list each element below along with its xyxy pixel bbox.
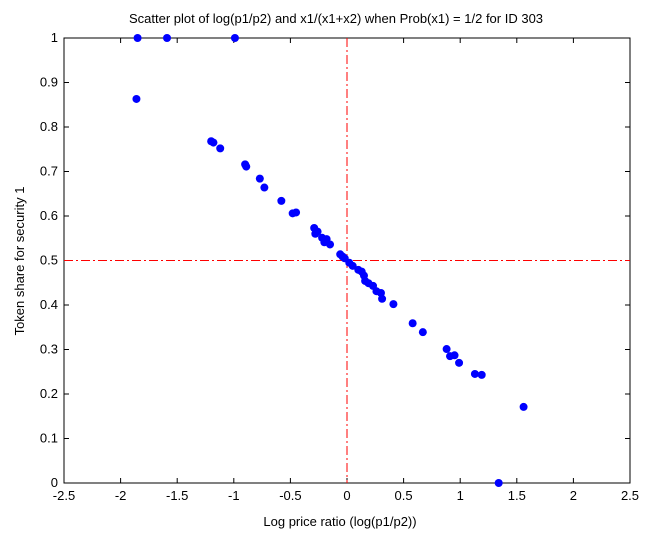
- x-tick-label: -0.5: [279, 488, 301, 503]
- y-axis-label: Token share for security 1: [12, 187, 27, 336]
- y-tick-label: 0: [51, 475, 58, 490]
- x-axis-label: Log price ratio (log(p1/p2)): [263, 514, 416, 529]
- data-point: [455, 358, 464, 367]
- data-point: [209, 138, 218, 147]
- data-point: [133, 34, 142, 42]
- data-point: [348, 261, 357, 270]
- data-point: [292, 208, 301, 217]
- x-tick-label: 1.5: [508, 488, 526, 503]
- data-point: [450, 351, 459, 360]
- y-tick-label: 0.3: [40, 342, 58, 357]
- data-point: [230, 34, 239, 42]
- y-tick-label: 0.7: [40, 164, 58, 179]
- data-point: [255, 174, 264, 183]
- y-tick-label: 0.8: [40, 119, 58, 134]
- data-point: [132, 94, 141, 103]
- x-tick-label: 0: [343, 488, 350, 503]
- chart-title: Scatter plot of log(p1/p2) and x1/(x1+x2…: [129, 11, 543, 26]
- data-point: [470, 369, 479, 378]
- data-point: [326, 240, 335, 249]
- data-point: [242, 162, 251, 171]
- data-point: [418, 328, 427, 337]
- x-tick-label: 2: [570, 488, 577, 503]
- y-tick-label: 0.2: [40, 386, 58, 401]
- data-point: [277, 196, 286, 205]
- y-tick-label: 0.6: [40, 208, 58, 223]
- x-tick-label: -1: [228, 488, 240, 503]
- data-point: [163, 34, 172, 42]
- y-tick-label: 1: [51, 30, 58, 45]
- data-point: [216, 144, 225, 153]
- data-point: [477, 370, 486, 379]
- data-point: [494, 479, 503, 487]
- data-point: [313, 227, 322, 236]
- data-point: [378, 294, 387, 303]
- data-point: [389, 300, 398, 309]
- y-tick-label: 0.4: [40, 297, 58, 312]
- y-tick-label: 0.9: [40, 75, 58, 90]
- data-point: [519, 402, 528, 411]
- data-point: [260, 183, 269, 192]
- x-tick-label: -2: [115, 488, 127, 503]
- y-tick-label: 0.5: [40, 253, 58, 268]
- data-point: [442, 345, 451, 354]
- x-tick-label: -2.5: [53, 488, 75, 503]
- x-tick-label: 2.5: [621, 488, 639, 503]
- data-point: [408, 319, 417, 328]
- x-tick-label: 0.5: [395, 488, 413, 503]
- x-tick-label: 1: [457, 488, 464, 503]
- x-tick-label: -1.5: [166, 488, 188, 503]
- plot-area: -2.5 -2 -1.5 -1 -0.5 0 0.5 1 1.5 2 2.5 0 0.1 0.2 0.3 0.…: [40, 30, 639, 503]
- y-tick-label: 0.1: [40, 431, 58, 446]
